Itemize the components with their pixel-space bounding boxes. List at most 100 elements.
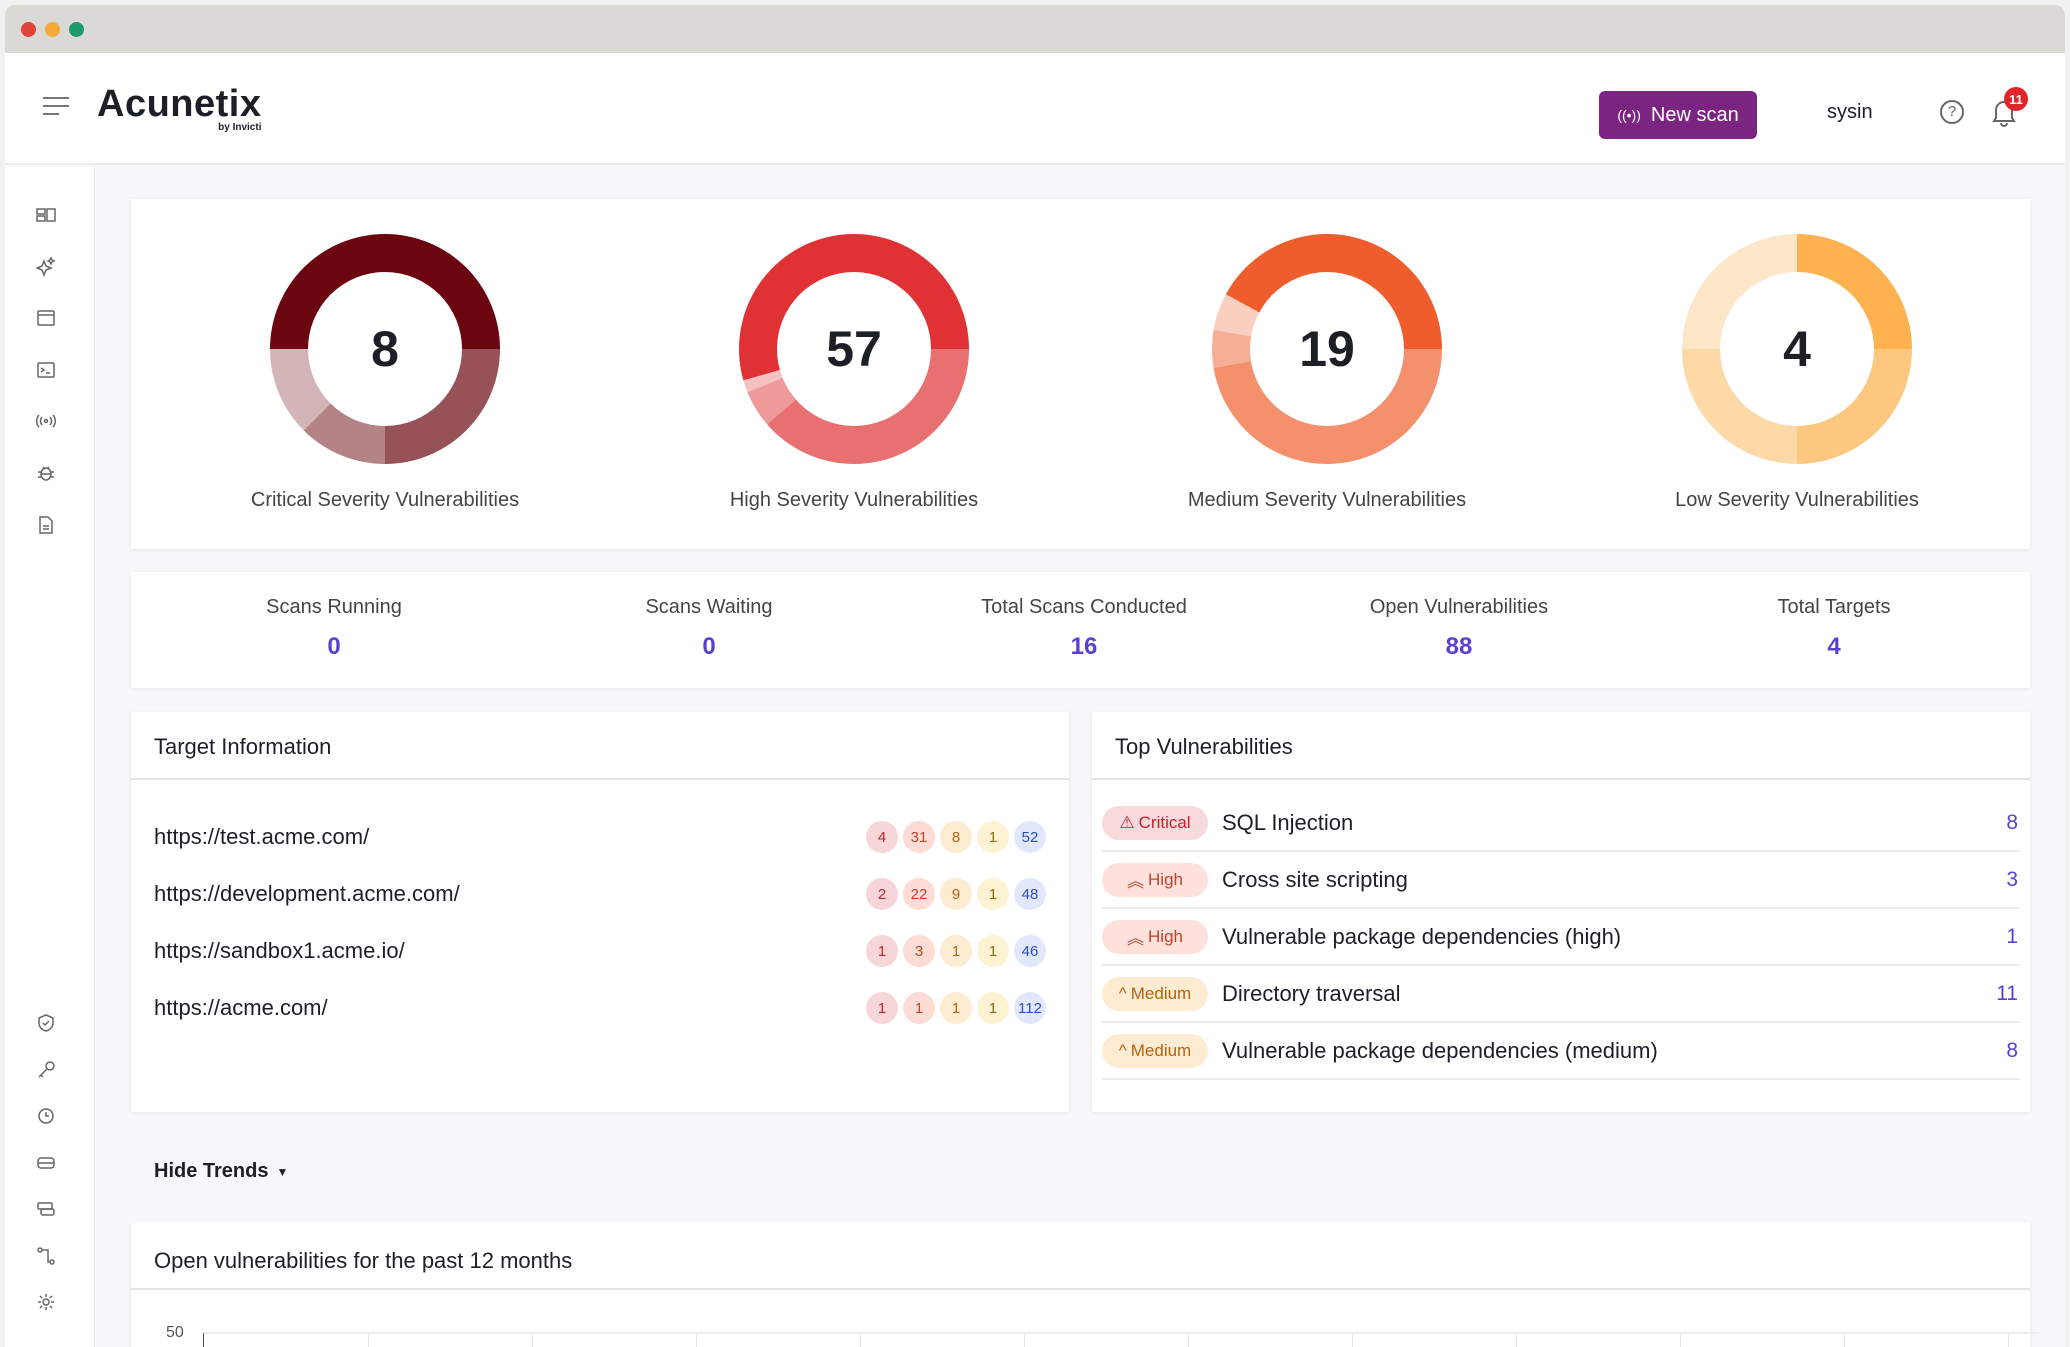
severity-count: 57 <box>777 272 931 426</box>
severity-badge: ^ Medium <box>1102 1033 1208 1068</box>
logo-subtext: by Invicti <box>218 122 262 133</box>
targets-browser-icon[interactable] <box>35 307 57 329</box>
target-url[interactable]: https://development.acme.com/ <box>154 881 460 906</box>
vulnerability-row[interactable]: ^ Medium Vulnerable package dependencies … <box>1102 1023 2020 1080</box>
grid-line <box>532 1334 533 1347</box>
shield-icon[interactable] <box>35 1012 57 1034</box>
severity-donut-chart[interactable]: 8 <box>270 234 500 464</box>
vuln-count-badge: 1 <box>940 935 972 967</box>
vuln-count-badge: 52 <box>1014 821 1046 853</box>
sidebar <box>5 167 95 1347</box>
target-url[interactable]: https://acme.com/ <box>154 995 328 1020</box>
bug-icon[interactable] <box>35 462 57 484</box>
vulnerability-row[interactable]: ^ Medium Directory traversal 11 <box>1102 966 2020 1023</box>
notifications-bell-icon[interactable]: 11 <box>1991 87 2028 127</box>
severity-label: Low Severity Vulnerabilities <box>1675 489 1919 511</box>
vulnerability-count[interactable]: 8 <box>2006 810 2018 834</box>
workflow-icon[interactable] <box>35 1245 57 1267</box>
database-icon[interactable] <box>35 1198 57 1220</box>
stat-value[interactable]: 88 <box>1445 633 1473 660</box>
vuln-count-badge: 1 <box>977 992 1009 1024</box>
severity-donut-chart[interactable]: 19 <box>1212 234 1442 464</box>
vuln-count-badge: 1 <box>866 992 898 1024</box>
severity-donut-chart[interactable]: 4 <box>1682 234 1912 464</box>
target-url[interactable]: https://sandbox1.acme.io/ <box>154 938 405 963</box>
vuln-count-badge: 31 <box>903 821 935 853</box>
stat-value[interactable]: 16 <box>1070 633 1098 660</box>
severity-summary-card: 8 Critical Severity Vulnerabilities 57 H… <box>131 199 2030 549</box>
target-row[interactable]: https://acme.com/1 1 1 1 112 <box>154 988 1046 1028</box>
stat-value[interactable]: 0 <box>327 633 341 660</box>
key-icon[interactable] <box>35 1059 57 1081</box>
stat-item: Scans Running 0 <box>184 572 484 661</box>
vulnerability-count[interactable]: 11 <box>1996 981 2018 1005</box>
vulnerability-name[interactable]: SQL Injection <box>1222 809 1354 835</box>
top-vulnerabilities-title: Top Vulnerabilities <box>1115 734 1293 759</box>
vuln-count-badge: 3 <box>903 935 935 967</box>
vuln-count-badge: 1 <box>903 992 935 1024</box>
vulnerability-name[interactable]: Vulnerable package dependencies (high) <box>1222 923 1622 949</box>
vuln-count-badge: 1 <box>940 992 972 1024</box>
new-scan-button[interactable]: ((•)) New scan <box>1599 91 1757 139</box>
report-document-icon[interactable] <box>35 514 57 536</box>
vulnerability-row[interactable]: ⚠ Critical SQL Injection 8 <box>1102 795 2020 852</box>
target-information-card: Target Information https://test.acme.com… <box>131 712 1069 1112</box>
scans-signal-icon[interactable] <box>35 410 57 432</box>
warning-triangle-icon: ⚠ <box>1119 812 1135 832</box>
target-row[interactable]: https://development.acme.com/2 22 9 1 48 <box>154 874 1046 914</box>
dashboard-icon[interactable] <box>35 204 57 226</box>
new-scan-label: New scan <box>1650 103 1739 126</box>
chevron-up-icon: ^ <box>1118 983 1127 1003</box>
severity-count: 8 <box>308 272 462 426</box>
gear-icon[interactable] <box>35 1291 57 1313</box>
minimize-window-button[interactable] <box>45 22 60 37</box>
vulnerability-count[interactable]: 8 <box>2006 1038 2018 1062</box>
hide-trends-toggle[interactable]: Hide Trends ▼ <box>154 1160 288 1183</box>
vulnerability-count[interactable]: 3 <box>2006 867 2018 891</box>
scan-stats-card: Scans Running 0 Scans Waiting 0 Total Sc… <box>131 572 2030 688</box>
stat-label: Total Targets <box>1777 596 1891 618</box>
grid-line <box>696 1334 697 1347</box>
stat-value[interactable]: 4 <box>1827 633 1841 660</box>
browser-window: Acunetix by Invicti ((•)) New scan sysin… <box>5 5 2065 1347</box>
double-chevron-up-icon: ︽ <box>1127 929 1145 948</box>
severity-label: Medium Severity Vulnerabilities <box>1187 489 1467 511</box>
severity-badge: ︽ High <box>1102 862 1208 897</box>
vulnerability-name[interactable]: Cross site scripting <box>1222 866 1408 892</box>
terminal-icon[interactable] <box>35 359 57 381</box>
severity-donut-chart[interactable]: 57 <box>739 234 969 464</box>
maximize-window-button[interactable] <box>69 22 84 37</box>
clock-icon[interactable] <box>35 1105 57 1127</box>
app-header: Acunetix by Invicti ((•)) New scan sysin… <box>5 53 2065 165</box>
severity-text: Medium <box>1130 1040 1192 1060</box>
logo[interactable]: Acunetix by Invicti <box>97 83 261 133</box>
stat-value[interactable]: 0 <box>702 633 716 660</box>
vulnerability-row[interactable]: ︽ High Cross site scripting 3 <box>1102 852 2020 909</box>
y-tick-label: 50 <box>166 1324 184 1341</box>
logo-text: Acunetix <box>97 83 262 125</box>
caret-down-icon: ▼ <box>276 1164 289 1179</box>
ai-sparkle-icon[interactable] <box>35 256 57 278</box>
help-icon[interactable]: ? <box>1940 100 1964 124</box>
severity-text: High <box>1148 926 1183 946</box>
severity-label: High Severity Vulnerabilities <box>729 489 979 511</box>
vulnerability-count[interactable]: 1 <box>2006 924 2018 948</box>
close-window-button[interactable] <box>21 22 36 37</box>
hamburger-menu-icon[interactable] <box>43 97 69 115</box>
target-row[interactable]: https://sandbox1.acme.io/1 3 1 1 46 <box>154 931 1046 971</box>
vulnerability-name[interactable]: Directory traversal <box>1222 980 1401 1006</box>
server-icon[interactable] <box>35 1152 57 1174</box>
divider <box>131 1288 2030 1290</box>
grid-line <box>1844 1334 1845 1347</box>
vulnerability-row[interactable]: ︽ High Vulnerable package dependencies (h… <box>1102 909 2020 966</box>
notification-count-badge: 11 <box>2004 87 2028 111</box>
severity-text: High <box>1148 869 1183 889</box>
target-url[interactable]: https://test.acme.com/ <box>154 824 370 849</box>
vuln-count-badge: 8 <box>940 821 972 853</box>
grid-line <box>1680 1334 1681 1347</box>
target-row[interactable]: https://test.acme.com/4 31 8 1 52 <box>154 817 1046 857</box>
grid-line <box>1352 1334 1353 1347</box>
trends-chart-card: Open vulnerabilities for the past 12 mon… <box>131 1222 2039 1347</box>
user-menu[interactable]: sysin <box>1827 101 1873 123</box>
vulnerability-name[interactable]: Vulnerable package dependencies (medium) <box>1222 1037 1658 1063</box>
